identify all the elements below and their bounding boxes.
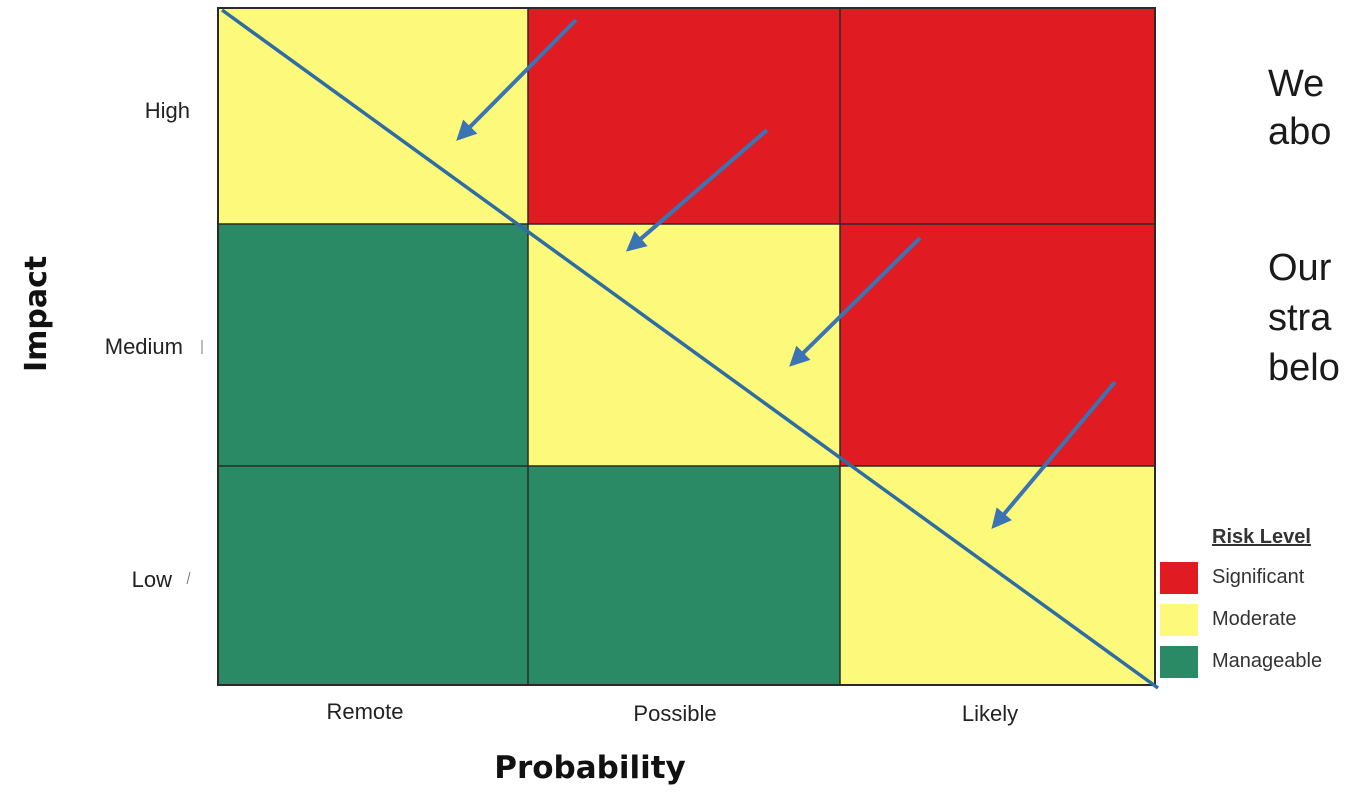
cell-medium-likely	[840, 224, 1155, 466]
cell-low-possible	[528, 466, 840, 685]
row-label-high: High	[144, 98, 190, 123]
arrow-4	[991, 380, 1117, 530]
diagonal-line	[220, 8, 1160, 690]
side-text-line-5: belo	[1268, 347, 1340, 389]
row-label-low: Low	[131, 567, 172, 592]
side-text-line-1: We	[1268, 63, 1325, 105]
cell-medium-remote	[218, 224, 528, 466]
arrow-2	[625, 128, 769, 252]
row-label-medium: Medium	[104, 334, 183, 359]
legend-label-moderate: Moderate	[1212, 608, 1297, 630]
arrow-1	[456, 18, 578, 141]
cell-high-possible	[528, 8, 840, 224]
cell-high-likely	[840, 8, 1155, 224]
legend-label-significant: Significant	[1212, 566, 1305, 588]
col-label-likely: Likely	[961, 701, 1019, 726]
legend-swatch-significant	[1160, 562, 1198, 594]
legend-swatch-moderate	[1160, 604, 1198, 636]
col-label-remote: Remote	[326, 699, 404, 724]
cell-low-remote	[218, 466, 528, 685]
arrow-3	[789, 236, 922, 367]
side-text-line-3: Our	[1268, 247, 1332, 289]
arrows	[456, 18, 1117, 530]
grid-lines	[217, 7, 1156, 686]
legend-label-manageable: Manageable	[1212, 650, 1323, 672]
x-axis-title: Probability	[494, 750, 686, 786]
legend-swatch-manageable	[1160, 646, 1198, 678]
side-text-line-4: stra	[1268, 297, 1332, 339]
y-axis-title: Impact	[19, 255, 54, 372]
col-label-possible: Possible	[633, 701, 717, 726]
legend-title: Risk Level	[1212, 526, 1311, 548]
side-text-line-2: abo	[1268, 111, 1332, 153]
